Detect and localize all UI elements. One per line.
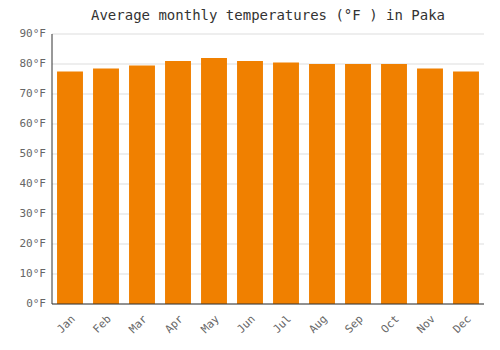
x-tick-label: Sep [343, 313, 366, 336]
y-tick-label: 50°F [20, 147, 47, 160]
bar [201, 58, 227, 304]
bar [57, 72, 83, 305]
y-tick-label: 90°F [20, 27, 47, 40]
y-tick-label: 30°F [20, 207, 47, 220]
bar [273, 63, 299, 305]
y-tick-label: 80°F [20, 57, 47, 70]
y-tick-label: 40°F [20, 177, 47, 190]
chart: Average monthly temperatures (°F ) in Pa… [0, 0, 500, 350]
bar [165, 61, 191, 304]
bar [237, 61, 263, 304]
y-tick-label: 0°F [26, 297, 46, 310]
bar [93, 69, 119, 305]
x-tick-label: May [199, 312, 223, 336]
y-axis-line [52, 34, 53, 304]
y-tick-label: 60°F [20, 117, 47, 130]
x-tick-label: Mar [127, 312, 151, 336]
x-tick-label: Jun [235, 313, 258, 336]
x-tick-label: Nov [415, 312, 439, 336]
bar [417, 69, 443, 305]
x-tick-label: Jan [55, 313, 78, 336]
bar [381, 64, 407, 304]
y-tick-label: 10°F [20, 267, 47, 280]
bar [129, 66, 155, 305]
x-tick-label: Apr [163, 312, 187, 336]
x-tick-label: Dec [451, 313, 474, 336]
y-tick-label: 20°F [20, 237, 47, 250]
x-tick-label: Oct [379, 313, 402, 336]
x-tick-label: Aug [307, 313, 330, 336]
grid-line [52, 64, 484, 65]
x-tick-label: Jul [271, 313, 294, 336]
bar [345, 64, 371, 304]
bar [453, 72, 479, 305]
x-axis-line [52, 304, 484, 305]
grid [52, 34, 484, 304]
bars [57, 58, 479, 304]
y-tick-label: 70°F [20, 87, 47, 100]
grid-line [52, 34, 484, 35]
bar [309, 64, 335, 304]
grid-line [52, 304, 484, 305]
title: Average monthly temperatures (°F ) in Pa… [91, 7, 445, 23]
x-tick-label: Feb [91, 313, 114, 336]
